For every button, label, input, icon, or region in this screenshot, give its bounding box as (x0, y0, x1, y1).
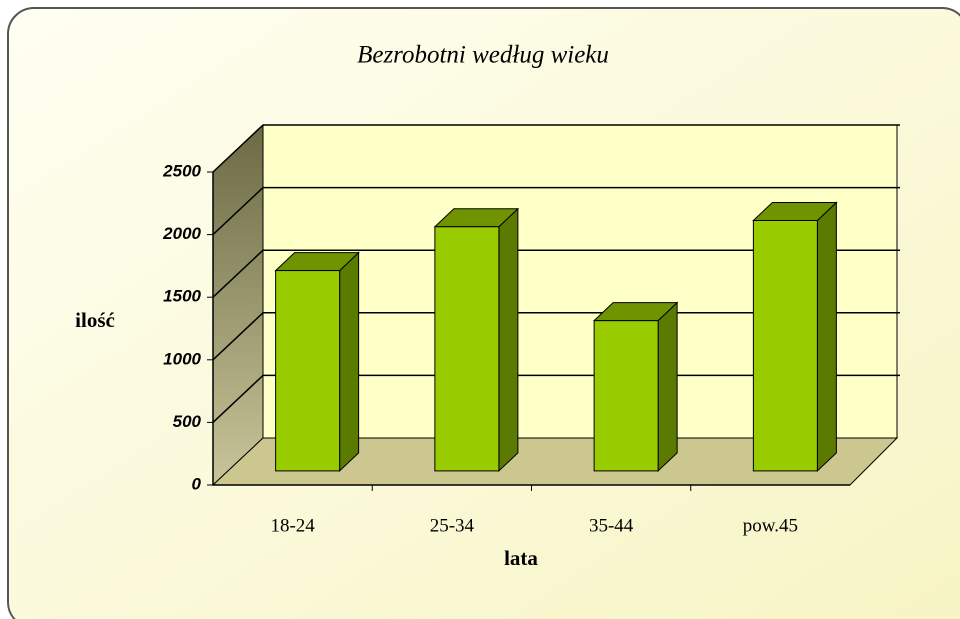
bar-side (339, 251, 360, 473)
grid-line (212, 374, 264, 423)
grid-line (212, 249, 264, 298)
bar (593, 320, 659, 472)
bar (275, 270, 341, 472)
bar (752, 220, 818, 472)
grid-line (212, 187, 264, 236)
y-tick-label: 2000 (162, 224, 201, 243)
x-tick-label: pow.45 (743, 515, 798, 536)
y-tick-label: 500 (173, 412, 202, 431)
bar-side (498, 207, 519, 473)
y-tick-label: 0 (192, 474, 202, 493)
bar-side (816, 201, 837, 473)
y-tick-label: 1000 (163, 349, 201, 368)
y-tick-label: 2500 (162, 161, 201, 180)
grid-line (212, 124, 264, 173)
chart-title: Bezrobotni według wieku (357, 42, 609, 69)
y-tick-label: 1500 (163, 287, 201, 306)
bars (274, 201, 838, 473)
y-axis-label: ilość (75, 308, 115, 332)
grid-line (212, 312, 264, 361)
left-wall (212, 123, 264, 487)
x-axis-label: lata (504, 546, 538, 570)
x-tick-label: 25-34 (430, 515, 475, 536)
bar-side (657, 301, 678, 473)
x-tick-label: 18-24 (270, 515, 315, 536)
x-tick-label: 35-44 (589, 515, 634, 536)
bar (434, 226, 500, 472)
